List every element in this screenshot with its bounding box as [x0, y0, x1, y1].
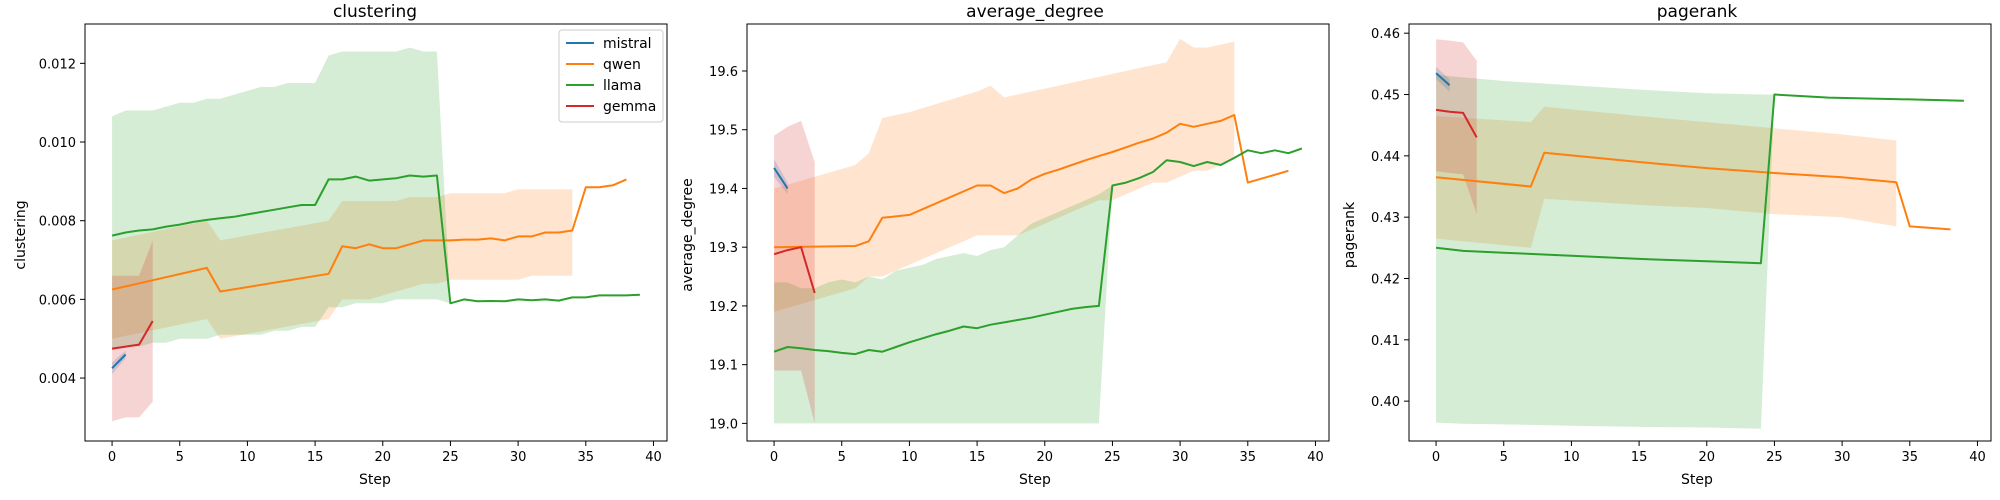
x-tick-label: 35: [1240, 450, 1257, 465]
band-qwen: [112, 189, 573, 339]
y-tick-label: 19.3: [709, 241, 738, 256]
series-line-llama: [1435, 93, 1964, 265]
series-line-qwen: [111, 178, 627, 293]
y-tick-label: 0.010: [39, 136, 76, 151]
x-axis-label: Step: [359, 472, 391, 488]
x-tick-label: 10: [239, 450, 256, 465]
series-line-qwen: [774, 114, 1289, 249]
y-tick-label: 19.0: [709, 417, 738, 432]
plot-layer: 0 5 10 15 20 25 30 35 40 0.004 0.006 0.008 0.010 0.01…: [39, 23, 1992, 465]
panel-title: clustering: [333, 2, 417, 22]
x-tick-label: 30: [1172, 450, 1189, 465]
y-tick-label: 0.41: [1371, 334, 1400, 349]
panel-pagerank: pagerank Step pagerank: [1342, 2, 1737, 488]
x-tick-label: 5: [1500, 450, 1508, 465]
y-tick-label: 0.44: [1371, 150, 1400, 165]
x-tick-label: 15: [1631, 450, 1648, 465]
series-line-gemma: [111, 320, 154, 350]
y-tick-label: 0.42: [1371, 272, 1400, 287]
x-tick-label: 15: [969, 450, 986, 465]
plot-area: [111, 47, 640, 422]
series-line-llama: [773, 147, 1303, 356]
y-tick-label: 0.43: [1371, 211, 1400, 226]
y-tick-label: 0.008: [39, 215, 76, 230]
x-tick-label: 40: [645, 450, 662, 465]
series-line-gemma: [773, 246, 816, 294]
x-tick-label: 20: [1036, 450, 1053, 465]
legend-frame: [558, 29, 664, 123]
y-tick-label: 0.46: [1371, 27, 1400, 42]
series-line-mistral: [1435, 72, 1451, 87]
x-tick-label: 20: [374, 450, 391, 465]
y-tick-label: 0.006: [39, 293, 76, 308]
x-tick-label: 25: [1104, 450, 1121, 465]
panel-clustering: clustering Step clustering: [13, 2, 417, 488]
x-tick-label: 25: [1766, 450, 1783, 465]
axes-frame: [746, 23, 1330, 442]
panel-title: average_degree: [966, 2, 1104, 22]
band-llama: [774, 185, 1113, 424]
x-tick-label: 35: [578, 450, 595, 465]
series-line-gemma: [1435, 108, 1478, 138]
y-tick-label: 19.5: [709, 124, 738, 139]
panel-title: pagerank: [1657, 2, 1738, 22]
legend: mistral qwen llama gemma: [558, 29, 664, 123]
x-tick-label: 30: [510, 450, 527, 465]
x-axis-label: Step: [1681, 472, 1713, 488]
y-tick-label: 19.6: [709, 65, 738, 80]
plot-area: [1435, 39, 1964, 429]
x-tick-label: 20: [1698, 450, 1715, 465]
band-gemma: [112, 240, 153, 422]
x-axis-label: Step: [1019, 472, 1051, 488]
axes-frame: [1408, 23, 1992, 442]
y-tick-label: 0.004: [39, 372, 76, 387]
x-tick-label: 0: [108, 450, 116, 465]
series-line-mistral: [111, 353, 127, 369]
series-line-qwen: [1436, 151, 1951, 231]
y-axis-label: average_degree: [680, 178, 696, 291]
x-tick-label: 25: [442, 450, 459, 465]
y-tick-label: 0.40: [1371, 395, 1400, 410]
y-tick-label: 0.012: [39, 57, 76, 72]
x-tick-label: 0: [1432, 450, 1440, 465]
y-tick-label: 19.4: [709, 182, 738, 197]
x-tick-label: 30: [1834, 450, 1851, 465]
band-llama: [112, 47, 451, 351]
panel-average-degree: average_degree Step average_degree: [680, 2, 1104, 488]
x-tick-label: 10: [901, 450, 918, 465]
legend-label-mistral: mistral: [603, 36, 652, 52]
series-line-mistral: [773, 167, 789, 190]
legend-label-qwen: qwen: [603, 57, 641, 73]
band-qwen: [1436, 106, 1897, 248]
series-line-llama: [111, 174, 640, 305]
x-tick-label: 5: [838, 450, 846, 465]
legend-label-llama: llama: [603, 78, 642, 94]
x-tick-label: 40: [1969, 450, 1986, 465]
x-tick-label: 15: [307, 450, 324, 465]
band-qwen: [774, 38, 1235, 312]
plot-area: [773, 38, 1303, 424]
x-tick-label: 0: [770, 450, 778, 465]
x-tick-label: 10: [1563, 450, 1580, 465]
x-tick-label: 35: [1902, 450, 1919, 465]
x-tick-label: 40: [1307, 450, 1324, 465]
y-tick-label: 19.2: [709, 300, 738, 315]
x-tick-label: 5: [176, 450, 184, 465]
axes-frame: [84, 23, 668, 442]
y-tick-label: 19.1: [709, 359, 738, 374]
legend-label-gemma: gemma: [603, 99, 656, 115]
y-axis-label: clustering: [13, 200, 29, 269]
band-llama: [1436, 74, 1775, 429]
y-tick-label: 0.45: [1371, 89, 1400, 104]
y-axis-label: pagerank: [1342, 201, 1358, 268]
